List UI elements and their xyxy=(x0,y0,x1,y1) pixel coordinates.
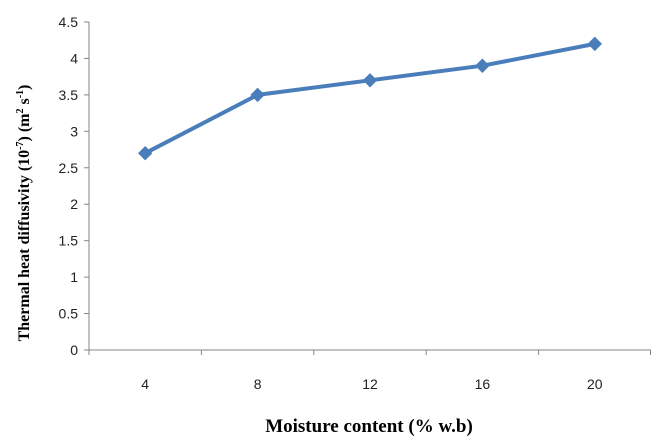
x-tick-label: 8 xyxy=(254,376,262,392)
y-tick-label: 0.5 xyxy=(59,306,79,322)
x-tick-label: 12 xyxy=(362,376,378,392)
x-tick-label: 20 xyxy=(587,376,603,392)
y-tick-label: 4 xyxy=(70,50,78,66)
series-layer xyxy=(137,36,603,161)
y-tick-label: 2.5 xyxy=(59,160,79,176)
data-point-marker xyxy=(137,145,153,161)
x-axis: 4 8 12 16 20 xyxy=(88,349,651,392)
data-point-marker xyxy=(250,87,265,103)
y-tick-label: 2 xyxy=(70,196,78,212)
y-tick-label: 4.5 xyxy=(59,14,79,30)
y-tick-label: 3 xyxy=(70,123,78,139)
y-tick-label: 3.5 xyxy=(59,87,79,103)
series-line xyxy=(144,41,596,155)
x-tick-label: 4 xyxy=(141,376,149,392)
y-tick-label: 1.5 xyxy=(59,233,79,249)
y-axis-title: Thermal heat diffusivity (10-7) (m2 s-1) xyxy=(15,85,33,342)
data-point-marker xyxy=(475,58,490,73)
x-axis-title: Moisture content (% w.b) xyxy=(265,416,473,437)
y-tick-label: 1 xyxy=(70,269,78,285)
y-axis: 0 0.5 1 1.5 2 2.5 3 3.5 4 4.5 xyxy=(59,14,90,358)
data-point-marker xyxy=(362,73,378,88)
y-tick-label: 0 xyxy=(70,342,78,358)
x-tick-label: 16 xyxy=(475,376,491,392)
data-point-marker xyxy=(587,36,603,52)
